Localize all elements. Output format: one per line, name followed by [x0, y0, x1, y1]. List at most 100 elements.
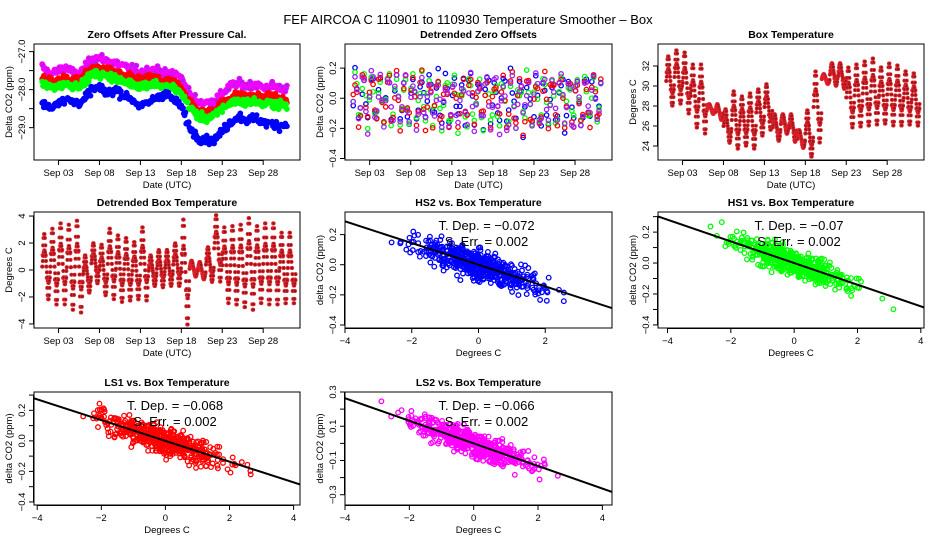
- data-point: [60, 254, 65, 259]
- data-point: [917, 106, 922, 111]
- data-point: [277, 265, 282, 270]
- data-point: [243, 300, 248, 305]
- x-tick-label: Sep 13: [749, 168, 779, 179]
- data-point: [869, 83, 874, 88]
- data-point: [426, 71, 432, 78]
- data-point: [85, 271, 90, 276]
- y-tick-label: −29.0: [17, 116, 28, 140]
- data-point: [855, 66, 860, 71]
- data-point: [460, 88, 467, 95]
- data-point: [839, 65, 844, 70]
- y-tick-label: −0.4: [328, 149, 339, 168]
- data-point: [186, 293, 191, 298]
- data-point: [352, 64, 358, 71]
- data-point: [496, 131, 503, 138]
- data-point: [753, 128, 758, 133]
- data-point: [175, 262, 180, 267]
- data-point: [807, 131, 812, 136]
- data-point: [892, 119, 897, 124]
- data-point: [894, 88, 899, 93]
- data-point: [214, 217, 219, 222]
- data-point: [292, 281, 297, 286]
- data-point: [406, 234, 413, 241]
- data-point: [244, 278, 249, 283]
- data-point: [166, 259, 171, 264]
- data-point: [431, 113, 438, 119]
- data-point: [415, 231, 422, 238]
- data-point: [879, 65, 884, 70]
- y-tick-label: 0.2: [328, 61, 339, 74]
- data-point: [514, 101, 521, 108]
- data-point: [145, 294, 150, 299]
- data-point: [228, 269, 233, 274]
- data-point: [860, 98, 865, 103]
- data-point: [80, 280, 85, 285]
- data-point: [727, 233, 734, 240]
- data-point: [435, 65, 442, 72]
- data-point: [161, 282, 166, 287]
- data-point: [422, 117, 429, 124]
- data-point: [431, 102, 438, 109]
- plot-area: [345, 220, 612, 310]
- data-point: [466, 90, 472, 96]
- data-point: [47, 285, 52, 290]
- y-tick-label: −2: [17, 292, 28, 303]
- data-point: [492, 254, 498, 261]
- data-point: [744, 140, 749, 145]
- data-point: [181, 243, 186, 248]
- data-point: [853, 88, 858, 93]
- data-point: [251, 307, 256, 312]
- data-point: [417, 84, 423, 90]
- plot-area: [40, 213, 298, 327]
- y-tick-label: 32: [641, 61, 652, 72]
- data-point: [251, 282, 256, 287]
- data-point: [592, 96, 599, 102]
- data-point: [766, 101, 771, 106]
- data-point: [753, 136, 758, 141]
- data-point: [186, 316, 191, 321]
- data-point: [731, 89, 736, 94]
- data-point: [579, 113, 586, 120]
- data-point: [104, 290, 109, 295]
- data-point: [255, 224, 260, 229]
- data-point: [391, 86, 398, 92]
- data-point: [811, 135, 816, 140]
- data-point: [724, 109, 729, 114]
- data-point: [875, 118, 880, 123]
- data-point: [126, 272, 131, 277]
- data-point: [353, 89, 360, 96]
- data-point: [273, 261, 278, 266]
- data-point: [105, 272, 110, 277]
- data-point: [415, 108, 422, 115]
- data-point: [852, 105, 857, 110]
- data-point: [260, 287, 265, 292]
- data-point: [88, 284, 93, 289]
- data-point: [897, 88, 902, 93]
- data-point: [161, 278, 166, 283]
- data-point: [180, 105, 186, 111]
- data-point: [413, 122, 420, 129]
- data-point: [695, 121, 700, 126]
- data-point: [230, 224, 235, 229]
- data-point: [516, 78, 523, 85]
- data-point: [442, 84, 449, 91]
- data-point: [366, 97, 373, 103]
- data-point: [373, 107, 380, 114]
- data-point: [754, 110, 759, 115]
- data-point: [482, 81, 489, 87]
- data-point: [259, 301, 264, 306]
- data-point: [545, 117, 552, 124]
- data-point: [561, 120, 568, 126]
- plot-area: [39, 51, 290, 148]
- data-point: [219, 109, 226, 115]
- data-point: [51, 231, 56, 236]
- data-point: [916, 120, 921, 125]
- data-point: [211, 265, 216, 270]
- data-point: [231, 228, 236, 233]
- data-point: [417, 90, 423, 97]
- data-point: [410, 71, 416, 77]
- data-point: [410, 228, 417, 235]
- data-point: [496, 110, 503, 117]
- data-point: [397, 122, 404, 128]
- data-point: [851, 121, 856, 126]
